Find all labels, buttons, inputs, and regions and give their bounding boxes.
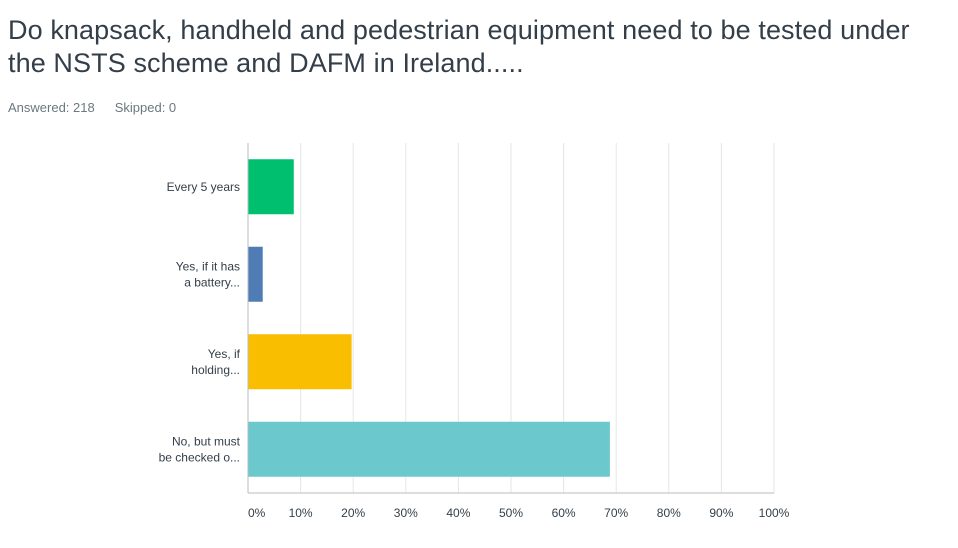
category-label-3-line-1: Yes, if: [208, 347, 241, 361]
x-tick-label-70: 70%: [604, 506, 628, 520]
category-label-1-line-1: Every 5 years: [167, 180, 240, 194]
skipped-count: Skipped: 0: [114, 100, 177, 115]
x-tick-label-60: 60%: [552, 506, 576, 520]
response-stats: Answered: 218 Skipped: 0: [8, 100, 176, 115]
category-label-2-line-2: a battery...: [184, 275, 240, 289]
x-tick-label-40: 40%: [446, 506, 470, 520]
category-label-3-line-2: holding...: [191, 363, 240, 377]
bar-4[interactable]: [248, 421, 610, 477]
question-title: Do knapsack, handheld and pedestrian equ…: [8, 14, 948, 80]
x-tick-label-0: 0%: [248, 506, 266, 520]
bar-2[interactable]: [248, 246, 263, 302]
x-tick-label-30: 30%: [394, 506, 418, 520]
category-label-4-line-1: No, but must: [172, 434, 241, 448]
question-title-line-2: the NSTS scheme and DAFM in Ireland.....: [8, 48, 524, 78]
bar-1[interactable]: [248, 159, 294, 215]
question-title-line-1: Do knapsack, handheld and pedestrian equ…: [8, 15, 910, 45]
category-label-2-line-1: Yes, if it has: [176, 259, 240, 273]
answered-count: Answered: 218: [8, 100, 95, 115]
x-tick-label-90: 90%: [709, 506, 733, 520]
x-tick-label-80: 80%: [657, 506, 681, 520]
x-tick-label-20: 20%: [341, 506, 365, 520]
x-tick-label-100: 100%: [759, 506, 790, 520]
x-tick-label-10: 10%: [289, 506, 313, 520]
bar-3[interactable]: [248, 334, 352, 390]
category-label-4-line-2: be checked o...: [159, 450, 240, 464]
x-tick-label-50: 50%: [499, 506, 523, 520]
